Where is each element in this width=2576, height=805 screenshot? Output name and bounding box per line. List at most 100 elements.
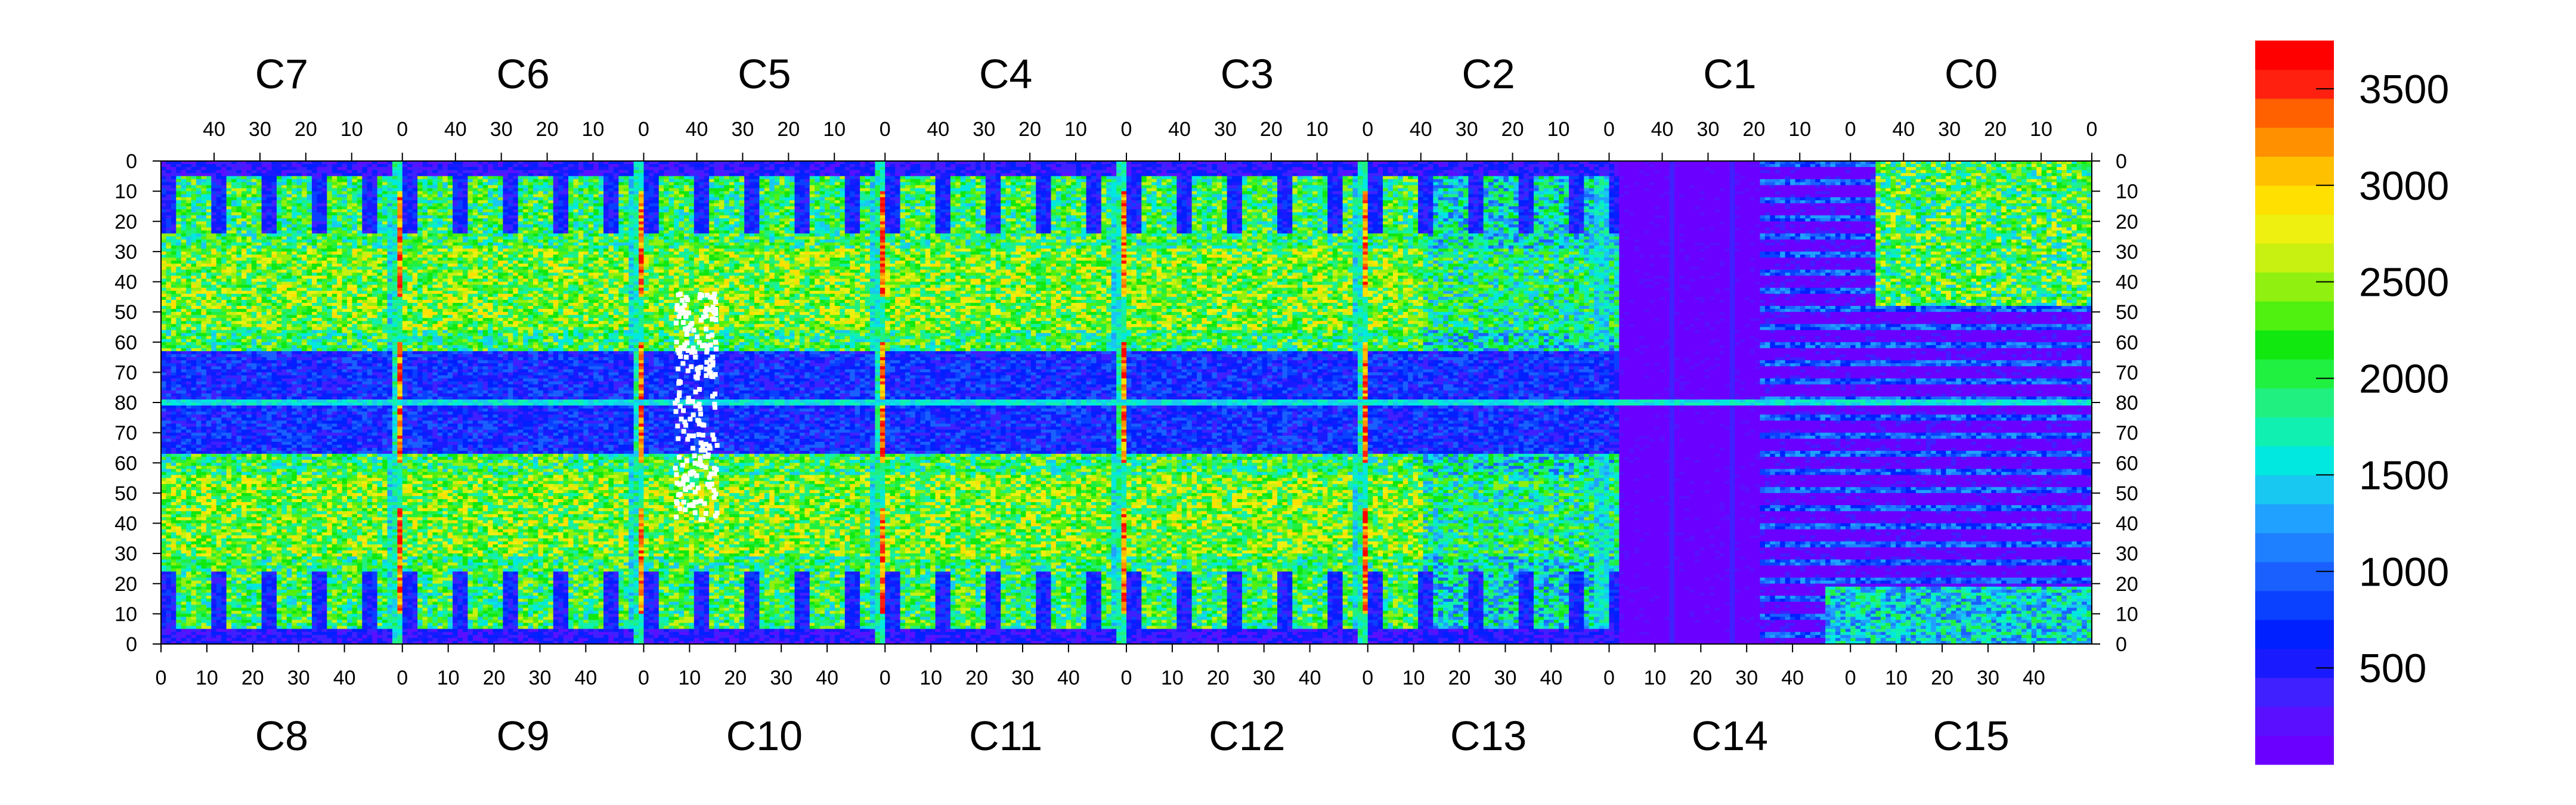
heatmap-cell xyxy=(593,176,599,179)
heatmap-cell xyxy=(287,164,292,168)
heatmap-cell xyxy=(950,182,956,185)
heatmap-cell xyxy=(1428,179,1433,182)
heatmap-cell xyxy=(1976,170,1981,174)
heatmap-cell xyxy=(281,170,292,174)
heatmap-cell xyxy=(387,176,392,179)
heatmap-cell xyxy=(1730,173,1735,177)
heatmap-cell xyxy=(1559,170,1564,174)
heatmap-cell xyxy=(1554,164,1559,168)
heatmap-cell xyxy=(377,179,383,182)
heatmap-cell xyxy=(1036,173,1041,177)
heatmap-cell xyxy=(1222,170,1227,174)
heatmap-cell xyxy=(980,179,986,182)
heatmap-cell xyxy=(865,167,871,171)
heatmap-cell xyxy=(1604,173,1609,177)
heatmap-cell xyxy=(885,167,895,171)
heatmap-cell xyxy=(1589,167,1594,171)
heatmap-cell xyxy=(1358,170,1363,174)
heatmap-cell xyxy=(262,176,277,179)
heatmap-cell xyxy=(387,173,392,177)
heatmap-cell xyxy=(1538,179,1544,182)
heatmap-cell xyxy=(216,173,222,177)
heatmap-cell xyxy=(196,176,202,179)
heatmap-cell xyxy=(2021,164,2027,168)
heatmap-cell xyxy=(1885,182,1891,185)
heatmap-cell xyxy=(1358,173,1363,177)
heatmap-cell xyxy=(533,167,543,171)
heatmap-cell xyxy=(1176,182,1182,185)
heatmap-cell xyxy=(1931,170,1936,174)
heatmap-cell xyxy=(1569,182,1574,185)
heatmap-cell xyxy=(709,164,719,168)
heatmap-cell xyxy=(317,182,322,185)
heatmap-cell xyxy=(860,176,865,179)
heatmap-cell xyxy=(1352,173,1358,177)
heatmap-cell xyxy=(1926,179,1931,182)
heatmap-cell xyxy=(1765,164,1770,168)
heatmap-cell xyxy=(1609,173,1615,177)
heatmap-cell xyxy=(1192,173,1208,177)
heatmap-cell xyxy=(337,182,342,185)
heatmap-cell xyxy=(1031,179,1036,182)
heatmap-cell xyxy=(2057,164,2062,168)
heatmap-cell xyxy=(1790,170,1795,174)
heatmap-cell xyxy=(513,179,518,182)
heatmap-cell xyxy=(1036,176,1041,179)
heatmap-cell xyxy=(402,182,408,185)
heatmap-cell xyxy=(764,170,775,174)
heatmap-cell xyxy=(1413,167,1423,171)
heatmap-cell xyxy=(1951,164,1956,168)
heatmap-cell xyxy=(1659,170,1670,174)
heatmap-cell xyxy=(990,164,996,168)
heatmap-cell xyxy=(1931,164,1936,168)
heatmap-cell xyxy=(1946,170,1951,174)
heatmap-cell xyxy=(191,164,197,168)
heatmap-cell xyxy=(2082,170,2087,174)
heatmap-cell xyxy=(1443,182,1448,185)
heatmap-cell xyxy=(654,176,659,179)
heatmap-cell xyxy=(744,179,750,182)
heatmap-cell xyxy=(825,176,830,179)
heatmap-cell xyxy=(211,173,216,177)
heatmap-cell xyxy=(1680,164,1730,168)
heatmap-cell xyxy=(2082,164,2092,168)
heatmap-cell xyxy=(553,185,559,189)
heatmap-cell xyxy=(659,167,664,171)
heatmap-cell xyxy=(1503,167,1509,171)
heatmap-cell xyxy=(181,164,191,168)
heatmap-cell xyxy=(473,164,478,168)
heatmap-cell xyxy=(267,179,277,182)
heatmap-cell xyxy=(508,170,518,174)
heatmap-cell xyxy=(402,185,408,189)
heatmap-cell xyxy=(704,182,710,185)
heatmap-cell xyxy=(950,179,956,182)
heatmap-cell xyxy=(1554,167,1559,171)
heatmap-cell xyxy=(277,182,287,185)
heatmap-cell xyxy=(2007,170,2017,174)
heatmap-cell xyxy=(1438,164,1448,168)
heatmap-cell xyxy=(955,182,961,185)
heatmap-cell xyxy=(2042,164,2047,168)
heatmap-cell xyxy=(186,182,191,185)
heatmap-cell xyxy=(392,170,402,174)
heatmap-cell xyxy=(1272,176,1278,179)
heatmap-cell xyxy=(1448,182,1454,185)
heatmap-cell xyxy=(1166,164,1172,168)
heatmap-cell xyxy=(488,185,498,189)
heatmap-cell xyxy=(442,167,448,171)
heatmap-cell xyxy=(759,179,764,182)
heatmap-cell xyxy=(292,179,297,182)
heatmap-cell xyxy=(377,176,383,179)
heatmap-cell xyxy=(1413,164,1419,168)
heatmap-cell xyxy=(1498,164,1509,168)
heatmap-cell xyxy=(277,176,282,179)
heatmap-cell xyxy=(1252,170,1258,174)
heatmap-cell xyxy=(2061,170,2067,174)
heatmap-cell xyxy=(1614,179,1620,182)
heatmap-cell xyxy=(2067,173,2072,177)
heatmap-cell xyxy=(1966,182,1971,185)
heatmap-cell xyxy=(1277,167,1283,171)
heatmap-cell xyxy=(1176,167,1182,171)
heatmap-cell xyxy=(1041,167,1051,171)
heatmap-cell xyxy=(1730,164,1735,168)
